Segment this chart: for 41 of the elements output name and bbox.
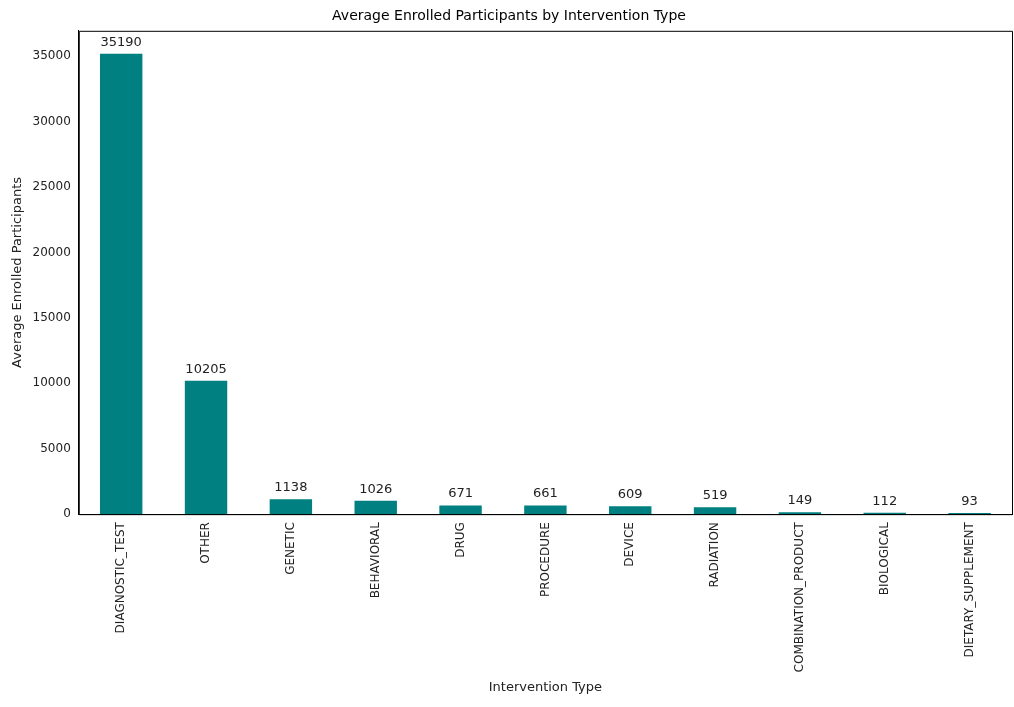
- data-label: 609: [617, 486, 643, 502]
- data-label: 93: [961, 492, 978, 508]
- y-tick-label: 20000: [32, 244, 71, 259]
- bar: [693, 507, 737, 515]
- bar: [184, 380, 228, 515]
- y-tick-label: 10000: [32, 375, 71, 390]
- x-tick-label: GENETIC: [283, 522, 297, 575]
- data-label: 671: [448, 485, 473, 501]
- x-tick-label: OTHER: [198, 522, 213, 564]
- chart-title: Average Enrolled Participants by Intervention Type: [332, 7, 686, 24]
- y-tick-label: 0: [63, 506, 71, 521]
- data-label: 1138: [274, 479, 308, 495]
- bar: [439, 505, 482, 515]
- x-tick-label: DRUG: [452, 522, 467, 558]
- y-tick-label: 5000: [40, 440, 71, 455]
- x-tick-label: PROCEDURE: [537, 522, 552, 598]
- bar: [524, 505, 567, 515]
- bar: [609, 506, 652, 515]
- data-label: 661: [532, 485, 558, 501]
- data-label: 149: [787, 492, 813, 508]
- y-axis-title: Average Enrolled Participants: [9, 176, 25, 368]
- x-tick-label: DIAGNOSTIC_TEST: [113, 521, 128, 634]
- data-label: 112: [872, 492, 898, 508]
- x-tick-label: BIOLOGICAL: [876, 521, 891, 596]
- x-tick-label: DIETARY_SUPPLEMENT: [961, 521, 976, 658]
- bar: [269, 499, 313, 515]
- y-tick-label: 25000: [32, 179, 71, 194]
- x-tick-label: COMBINATION_PRODUCT: [792, 521, 807, 673]
- x-axis-title: Intervention Type: [488, 678, 603, 694]
- x-tick-label: BEHAVIORAL: [367, 521, 382, 599]
- data-label: 35190: [100, 33, 142, 49]
- y-tick-label: 35000: [32, 48, 71, 63]
- bar: [354, 500, 397, 515]
- y-tick-label: 30000: [32, 113, 71, 128]
- x-tick-label: DEVICE: [622, 522, 637, 567]
- bar: [99, 53, 143, 515]
- data-label: 10205: [185, 360, 227, 376]
- data-label: 1026: [359, 480, 393, 496]
- y-tick-label: 15000: [32, 310, 71, 325]
- data-label: 519: [702, 487, 728, 503]
- x-tick-label: RADIATION: [707, 522, 722, 588]
